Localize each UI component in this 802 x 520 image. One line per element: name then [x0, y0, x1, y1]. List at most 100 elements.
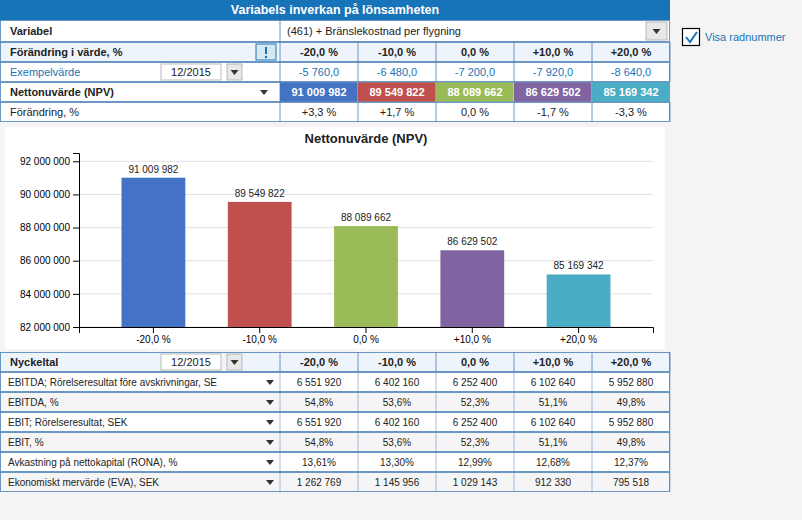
cell: 795 518: [613, 477, 650, 488]
x-tick: +10,0 %: [454, 327, 491, 345]
date-box[interactable]: [161, 354, 221, 370]
info-button[interactable]: [256, 44, 276, 60]
divider: [592, 352, 593, 372]
date[interactable]: 12/2015: [171, 66, 211, 78]
divider: [592, 372, 593, 392]
cell: 85 169 342: [603, 86, 658, 98]
row-label: Nettonuvärde (NPV): [10, 86, 114, 98]
divider: [670, 42, 671, 62]
cell: -8 640,0: [611, 66, 651, 78]
y-tick: 82 000 000: [20, 322, 79, 333]
divider: [670, 472, 671, 492]
divider: [358, 102, 359, 122]
npv-row: [1, 83, 670, 102]
cell: -20,0 %: [300, 46, 338, 58]
x-axis: -20,0 %-10,0 %0,0 %+10,0 %+20,0 %: [80, 327, 654, 345]
cell: 1 262 769: [297, 477, 342, 488]
info-icon[interactable]: [265, 47, 267, 54]
cell: -5 760,0: [299, 66, 339, 78]
dropdown-arrow[interactable]: [266, 440, 274, 445]
divider: [358, 352, 359, 372]
tick-mark: [153, 327, 154, 333]
date-button[interactable]: [227, 64, 242, 80]
tick-label: +10,0 %: [454, 334, 491, 345]
page-title: Variabels inverkan på lönsamheten: [231, 3, 439, 17]
divider: [592, 392, 593, 412]
tick-mark: [73, 261, 79, 262]
divider: [514, 412, 515, 432]
cell: 88 089 662: [447, 86, 502, 98]
date-arrow[interactable]: [231, 70, 239, 75]
checkbox-label[interactable]: Visa radnummer: [705, 31, 786, 43]
date-button[interactable]: [227, 354, 242, 370]
y-tick: 90 000 000: [20, 189, 79, 200]
dropdown-arrow[interactable]: [266, 460, 274, 465]
divider: [280, 352, 281, 372]
cell: -6 480,0: [377, 66, 417, 78]
table-row: [1, 473, 670, 492]
variable-value[interactable]: (461) + Bränslekostnad per flygning: [287, 25, 461, 37]
cell: +10,0 %: [533, 46, 574, 58]
divider: [358, 452, 359, 472]
title-bar: [0, 0, 670, 20]
x-tick: -10,0 %: [242, 327, 277, 345]
cell: 49,8%: [617, 397, 645, 408]
divider: [358, 472, 359, 492]
divider: [592, 472, 593, 492]
divider: [280, 472, 281, 492]
cell: 53,6%: [383, 437, 411, 448]
dropdown-arrow[interactable]: [653, 29, 661, 34]
dropdown-arrow[interactable]: [266, 420, 274, 425]
date-arrow[interactable]: [231, 360, 239, 365]
divider: [358, 392, 359, 412]
dropdown-arrow[interactable]: [266, 480, 274, 485]
cell: 12,37%: [614, 457, 648, 468]
cell: 13,30%: [380, 457, 414, 468]
tick-mark: [73, 327, 79, 328]
tick-label: 82 000 000: [20, 322, 70, 333]
info-icon[interactable]: [265, 56, 267, 58]
checkmark[interactable]: [686, 32, 697, 42]
checkbox[interactable]: [683, 29, 700, 46]
column-header: -20,0 %: [300, 356, 338, 368]
cell: -3,3 %: [615, 106, 647, 118]
tick-label: 0,0 %: [353, 334, 379, 345]
dropdown-arrow[interactable]: [260, 90, 268, 95]
cell: 6 252 400: [453, 377, 498, 388]
tick-mark: [73, 161, 79, 162]
divider: [280, 372, 281, 392]
chart: 82 000 00084 000 00086 000 00088 000 000…: [20, 131, 654, 346]
divider: [670, 432, 671, 452]
cell: 6 252 400: [453, 417, 498, 428]
npv-cell: [514, 83, 592, 102]
date-box[interactable]: [161, 64, 221, 80]
divider: [670, 62, 671, 82]
chart-background: [5, 127, 665, 349]
column-header: +20,0 %: [611, 356, 652, 368]
dropdown-arrow[interactable]: [266, 400, 274, 405]
divider: [280, 432, 281, 452]
axis-line: [80, 328, 654, 334]
divider: [670, 352, 671, 372]
cell: 54,8%: [305, 437, 333, 448]
y-tick: 92 000 000: [20, 156, 79, 167]
grid: [79, 161, 653, 327]
change-pct-row: [1, 103, 670, 122]
cell: 0,0 %: [461, 106, 489, 118]
dropdown-arrow[interactable]: [266, 380, 274, 385]
dropdown-button[interactable]: [646, 22, 667, 40]
data-labels: 91 009 98289 549 82288 089 66286 629 502…: [128, 164, 604, 272]
row-label: EBITDA; Rörelseresultat före avskrivning…: [8, 377, 217, 388]
table-row: [1, 433, 670, 452]
tick-label: 88 000 000: [20, 222, 70, 233]
divider: [592, 412, 593, 432]
date[interactable]: 12/2015: [171, 356, 211, 368]
cell: 51,1%: [539, 437, 567, 448]
divider: [436, 432, 437, 452]
cell: 6 102 640: [531, 417, 576, 428]
chart-title: Nettonuvärde (NPV): [305, 131, 428, 146]
bars: [122, 178, 611, 327]
divider: [514, 452, 515, 472]
row-label: EBIT, %: [8, 437, 44, 448]
tick-mark: [472, 327, 473, 333]
